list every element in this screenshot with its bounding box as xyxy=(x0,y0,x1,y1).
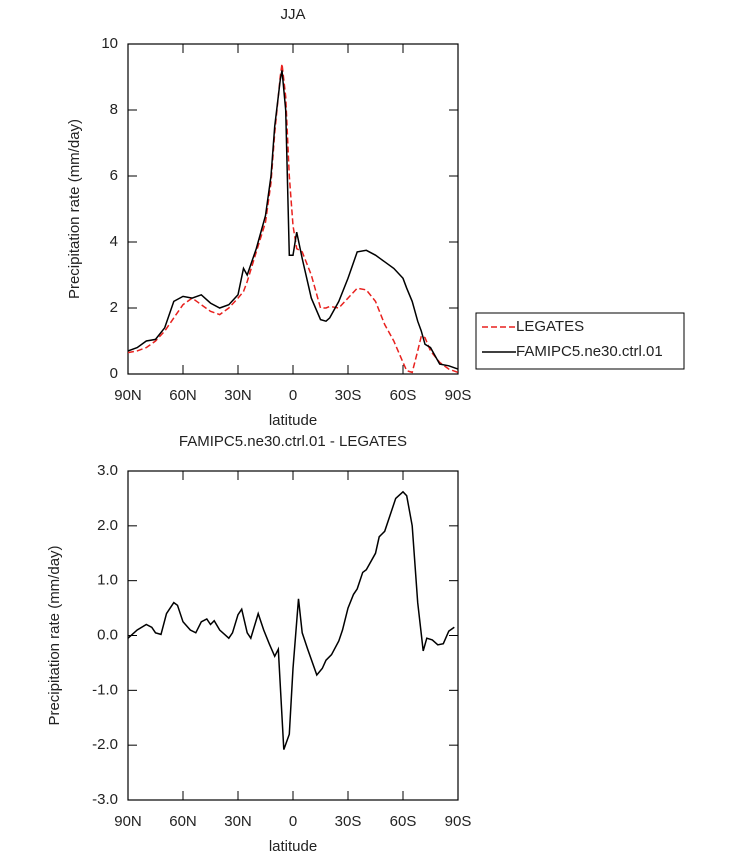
y-tick-label: -1.0 xyxy=(92,681,118,698)
data-line xyxy=(127,63,459,374)
x-axis-label: latitude xyxy=(269,838,317,855)
y-tick-label: 6 xyxy=(110,167,118,184)
y-tick-label: -2.0 xyxy=(92,736,118,753)
y-axis-label: Precipitation rate (mm/day) xyxy=(66,119,83,299)
y-tick-label: 1.0 xyxy=(97,572,118,589)
x-tick-label: 30N xyxy=(224,813,252,830)
x-tick-label: 60S xyxy=(390,813,417,830)
y-tick-label: 2.0 xyxy=(97,517,118,534)
x-axis-label: latitude xyxy=(269,412,317,429)
x-tick-label: 90S xyxy=(445,813,472,830)
plot-frame xyxy=(127,470,459,801)
y-tick-label: 10 xyxy=(101,35,118,52)
y-tick-label: 0.0 xyxy=(97,626,118,643)
x-tick-label: 60S xyxy=(390,387,417,404)
x-tick-label: 30S xyxy=(335,387,362,404)
y-axis-label: Precipitation rate (mm/day) xyxy=(46,545,63,725)
x-tick-label: 30N xyxy=(224,387,252,404)
x-tick-label: 0 xyxy=(289,387,297,404)
y-tick-label: 4 xyxy=(110,233,118,250)
y-tick-label: 0 xyxy=(110,365,118,382)
data-line xyxy=(127,70,459,370)
plot-frame xyxy=(127,43,459,375)
y-tick-label: -3.0 xyxy=(92,791,118,808)
x-tick-label: 60N xyxy=(169,387,197,404)
y-tick-label: 3.0 xyxy=(97,462,118,479)
legend-label: LEGATES xyxy=(516,318,584,335)
chart-title: FAMIPC5.ne30.ctrl.01 - LEGATES xyxy=(179,433,407,450)
y-tick-label: 8 xyxy=(110,101,118,118)
x-tick-label: 90N xyxy=(114,813,142,830)
x-tick-label: 30S xyxy=(335,813,362,830)
legend-label: FAMIPC5.ne30.ctrl.01 xyxy=(516,343,663,360)
x-tick-label: 60N xyxy=(169,813,197,830)
data-line xyxy=(127,490,455,750)
chart-title: JJA xyxy=(280,6,305,23)
legend-box xyxy=(475,312,685,370)
y-tick-label: 2 xyxy=(110,299,118,316)
x-tick-label: 90S xyxy=(445,387,472,404)
x-tick-label: 0 xyxy=(289,813,297,830)
x-tick-label: 90N xyxy=(114,387,142,404)
